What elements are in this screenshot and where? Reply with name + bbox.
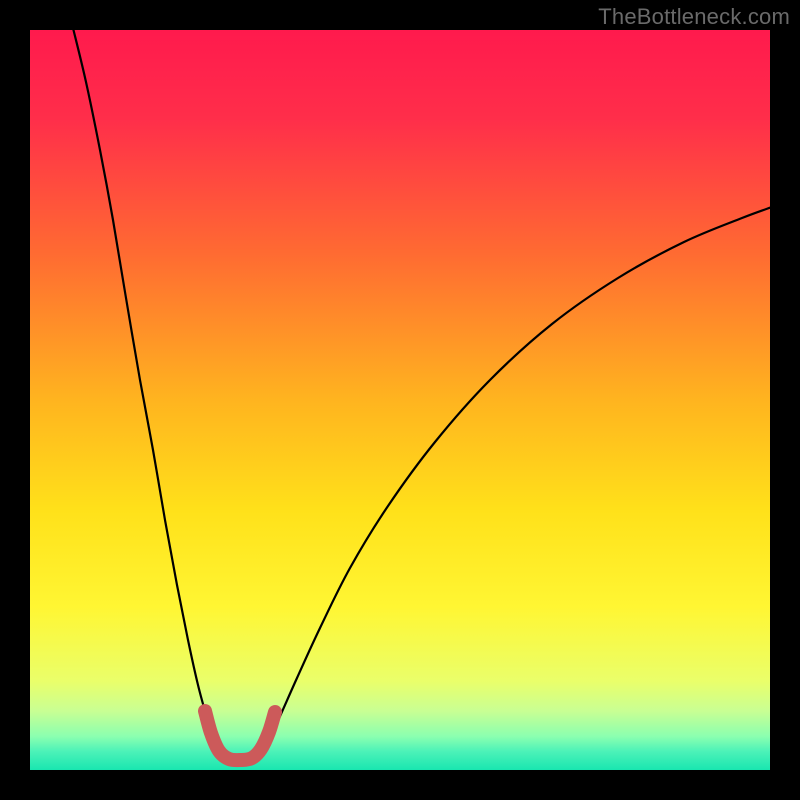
plot-background	[30, 30, 770, 770]
watermark-text: TheBottleneck.com	[598, 4, 790, 30]
bottleneck-chart	[0, 0, 800, 800]
chart-stage: TheBottleneck.com	[0, 0, 800, 800]
